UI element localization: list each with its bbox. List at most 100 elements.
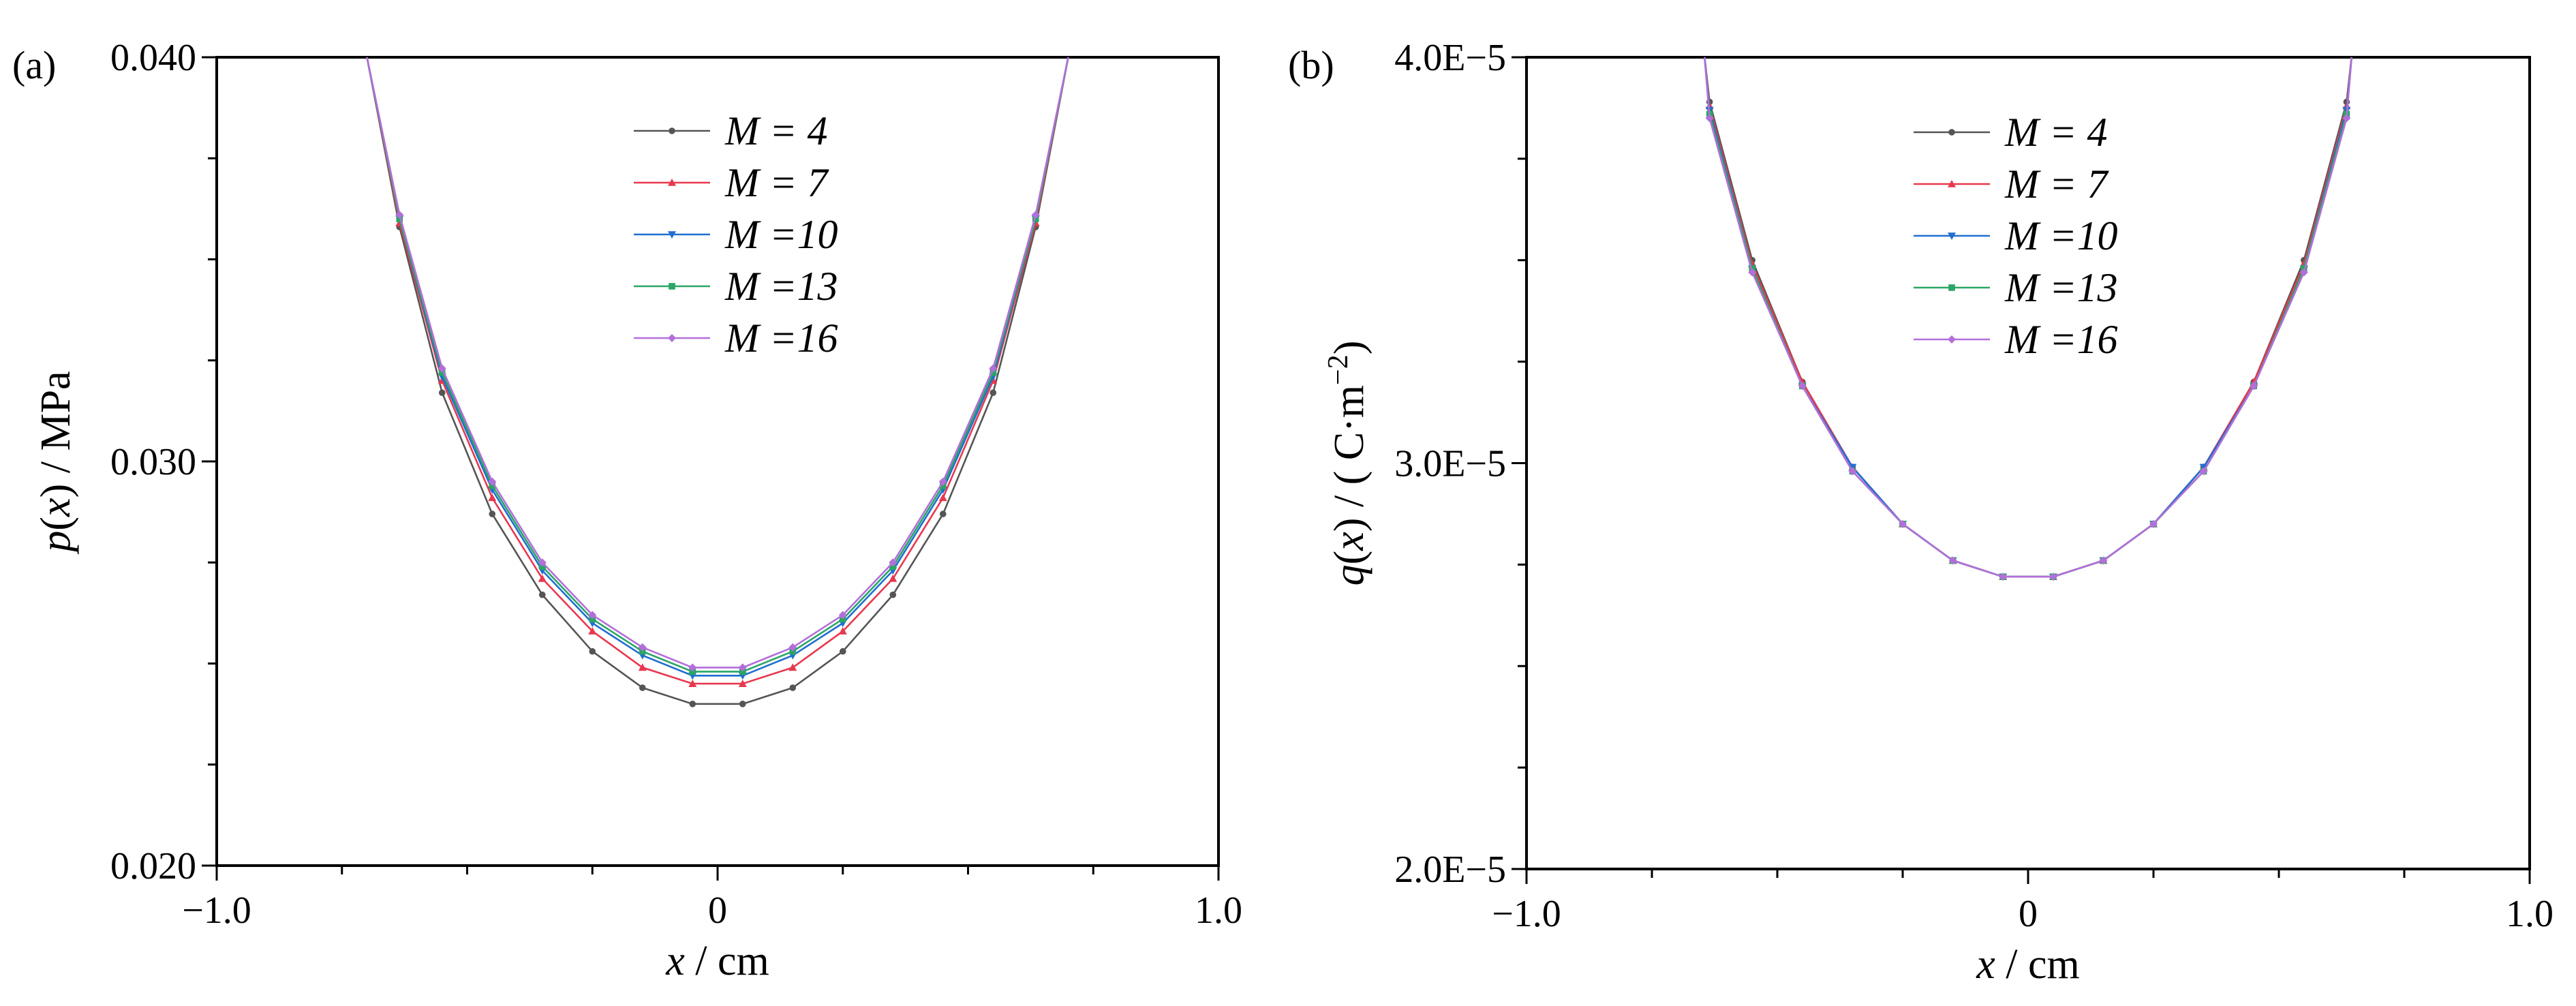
point-marker [538,591,546,598]
point-marker [2099,556,2108,565]
point-marker [788,643,797,652]
x-tick-label: 0 [2019,893,2038,935]
legend-label-2: M =10 [724,212,838,257]
point-marker [1999,573,2008,581]
legend-label-4: M =16 [724,316,838,361]
point-marker [938,477,947,486]
point-marker [668,179,676,186]
x-axis-title: x / cm [1976,941,2080,988]
point-marker [438,364,446,373]
x-tick-label: 1.0 [2506,893,2554,935]
legend-label-3: M =13 [2004,265,2117,310]
legend-label-4: M =16 [2004,317,2117,362]
x-tick-label: 0 [708,889,727,932]
point-marker [639,684,646,691]
y-tick-label: 0.040 [110,37,196,79]
x-tick-label: −1.0 [1492,893,1561,935]
legend-label-1: M = 7 [2004,162,2109,207]
chart-panel-b: −1.0 0 1.0 2.0E−5 3.0E−5 4.0E−5 (b) x / cm q(x) … [1288,37,2554,988]
series-line-4 [366,57,1069,669]
point-marker [1899,519,1907,528]
point-marker [838,627,847,635]
point-marker [2299,268,2308,277]
series-line-3 [366,57,1069,673]
point-marker [989,364,998,373]
point-marker [395,211,404,219]
series-line-0 [366,57,1069,705]
point-marker [669,283,675,290]
point-marker [438,389,446,396]
point-marker [1948,284,1955,291]
legend-label-0: M = 4 [724,108,827,153]
point-marker [638,663,647,671]
legend-label-1: M = 7 [724,160,829,205]
point-marker [1705,114,1714,123]
y-tick-label: 2.0E−5 [1394,849,1506,891]
plot-frame [215,56,1220,867]
point-marker [889,591,897,598]
point-marker [838,611,847,620]
legend-label-3: M =13 [724,264,838,309]
y-tick-label: 4.0E−5 [1394,37,1506,79]
point-marker [538,558,547,567]
y-tick-label: 3.0E−5 [1394,443,1506,485]
x-tick-label: −1.0 [182,889,251,932]
series-line-4 [1704,57,2352,578]
y-tick-label: 0.020 [110,845,196,887]
point-marker [889,558,898,567]
point-marker [1798,382,1807,391]
point-marker [1748,268,1757,277]
point-marker [2149,519,2158,528]
panel-label: (b) [1288,43,1334,87]
point-marker [789,684,797,691]
point-marker [1948,232,1956,240]
point-marker [688,680,697,687]
point-marker [1031,211,1040,219]
point-marker [638,643,647,652]
point-marker [2199,467,2208,476]
point-marker [489,510,496,517]
point-marker [2250,382,2258,391]
point-marker [488,477,497,486]
point-marker [739,701,746,707]
point-marker [2342,114,2351,123]
series-group [366,57,1069,707]
point-marker [588,611,597,620]
series-group [1704,57,2352,581]
point-marker [990,389,997,396]
series-line-1 [366,57,1069,685]
point-marker [1948,129,1955,136]
legend: M = 4 M = 7 M =10 M =13 M =16 [1914,110,2117,362]
point-marker [689,701,696,707]
y-axis-title: p(x) / MPa [33,371,79,554]
legend-label-0: M = 4 [2004,110,2107,155]
point-marker [669,127,675,134]
x-tick-label: 1.0 [1195,889,1242,932]
point-marker [588,627,597,635]
point-marker [738,663,747,672]
point-marker [668,334,676,342]
point-marker [488,493,497,502]
legend: M = 4 M = 7 M =10 M =13 M =16 [634,108,838,361]
legend-label-2: M =10 [2004,213,2117,258]
y-tick-label: 0.030 [110,441,196,483]
panel-label: (a) [12,43,56,87]
point-marker [538,574,547,582]
point-marker [1848,467,1857,476]
point-marker [668,231,676,239]
point-marker [939,510,947,517]
point-marker [1948,335,1956,344]
point-marker [589,647,596,655]
point-marker [839,647,846,655]
point-marker [738,680,747,687]
point-marker [938,493,947,502]
x-axis-title: x / cm [665,938,769,984]
point-marker [1948,180,1956,187]
point-marker [889,574,898,582]
point-marker [688,663,697,672]
point-marker [788,663,797,671]
series-line-2 [366,57,1069,677]
point-marker [2049,573,2057,581]
point-marker [1948,556,1957,565]
